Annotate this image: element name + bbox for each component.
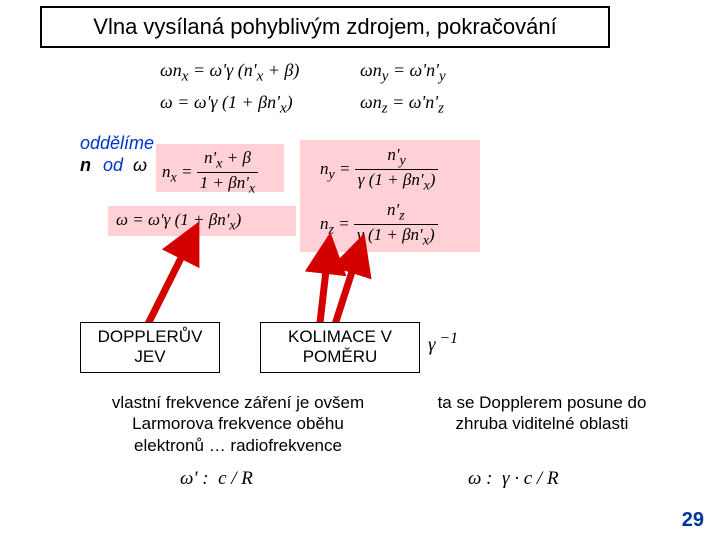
body-left: vlastní frekvence záření je ovšemLarmoro… — [88, 392, 388, 456]
kolimace-label-box: KOLIMACE VPOMĚRU — [260, 322, 420, 373]
kolimace-label: KOLIMACE VPOMĚRU — [288, 327, 392, 366]
formula-bottom-right: ω : γ · c / R — [468, 468, 559, 490]
formula-r2-mid: ωnz = ω'n'z — [360, 92, 444, 118]
page-number: 29 — [682, 509, 704, 532]
doppler-label: DOPPLERŮVJEV — [98, 327, 203, 366]
separate-label-1: oddělíme — [80, 133, 154, 154]
formula-r1-left: ωnx = ω'γ (n'x + β) — [160, 60, 299, 86]
formula-ny: ny = n'y γ (1 + βn'x) — [320, 145, 438, 195]
slide-title: Vlna vysílaná pohyblivým zdrojem, pokrač… — [93, 14, 556, 39]
formula-nx: nx = n'x + β 1 + βn'x — [162, 148, 258, 198]
formula-r1-mid: ωny = ω'n'y — [360, 60, 446, 86]
formula-omega-final: ω = ω'γ (1 + βn'x) — [116, 210, 241, 234]
slide-title-box: Vlna vysílaná pohyblivým zdrojem, pokrač… — [40, 6, 610, 48]
doppler-label-box: DOPPLERŮVJEV — [80, 322, 220, 373]
separate-od: od — [103, 155, 123, 176]
body-right: ta se Dopplerem posune dozhruba viditeln… — [412, 392, 672, 435]
separate-omega: ω — [133, 155, 147, 176]
formula-nz: nz = n'z γ (1 + βn'x) — [320, 200, 438, 250]
formula-r2-left: ω = ω'γ (1 + βn'x) — [160, 92, 293, 118]
separate-n: n — [80, 155, 91, 176]
formula-bottom-left: ω' : c / R — [180, 468, 253, 490]
gamma-inverse: γ −1 — [428, 330, 458, 356]
